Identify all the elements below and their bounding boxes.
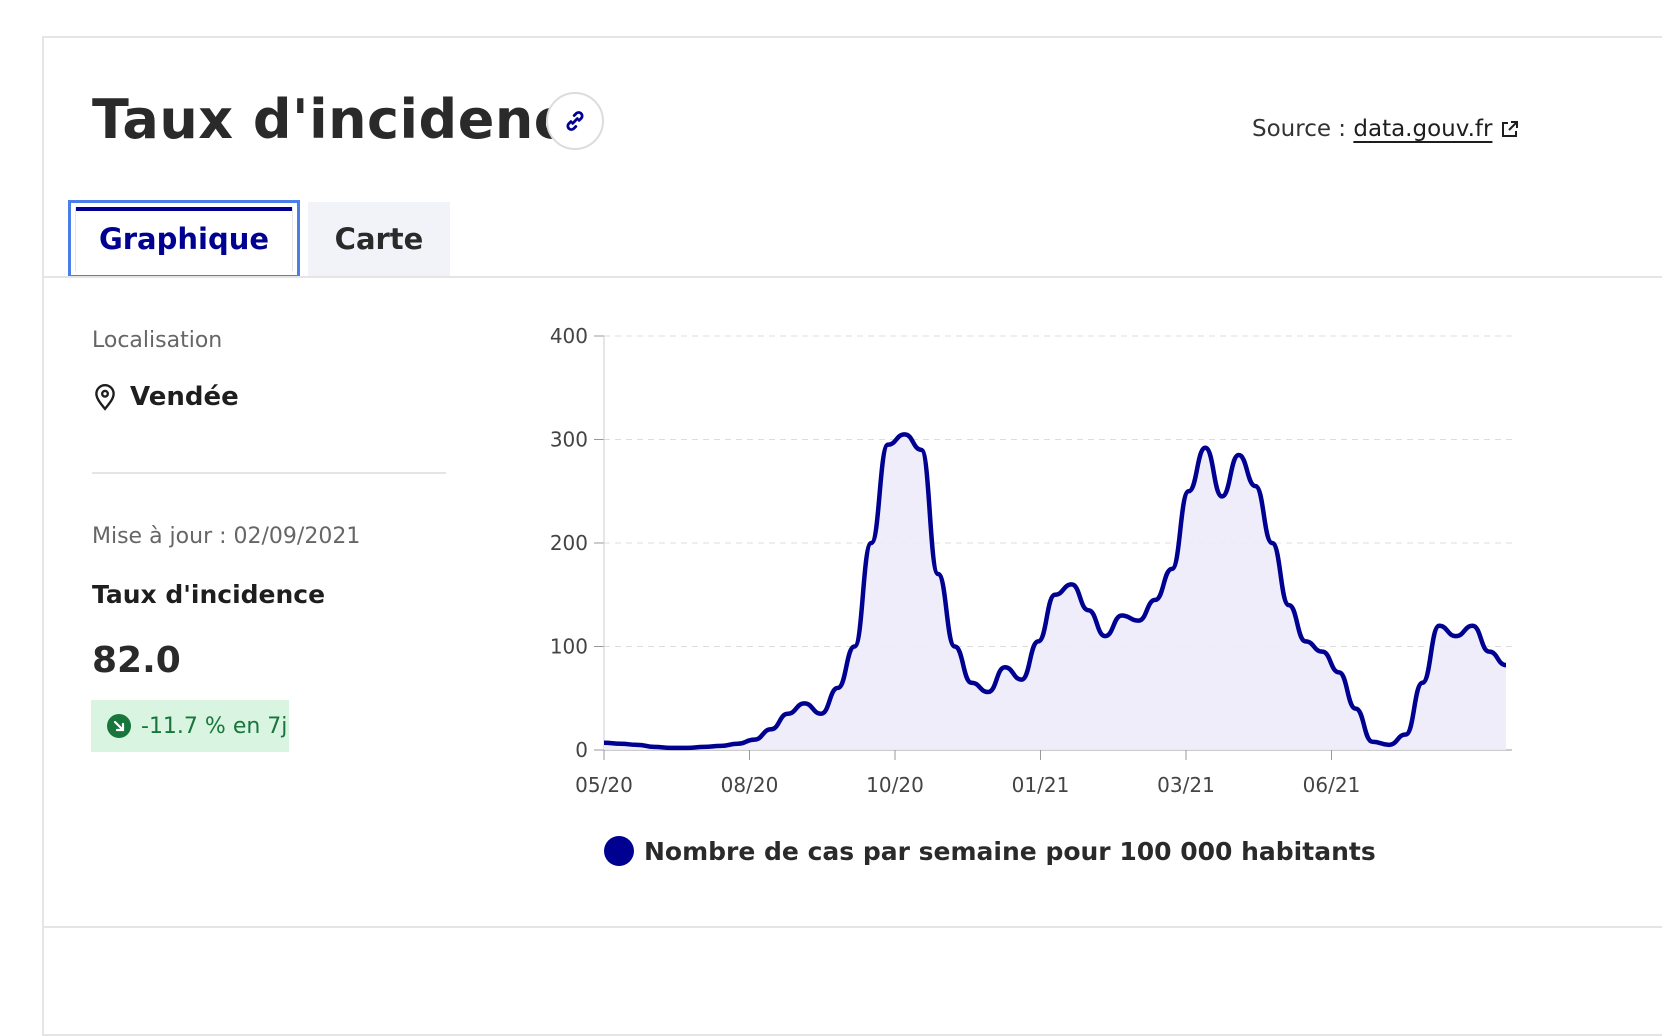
data-point[interactable] (1050, 590, 1060, 600)
data-point[interactable] (1134, 616, 1144, 626)
x-tick-label: 03/21 (1157, 773, 1215, 797)
data-point[interactable] (816, 709, 826, 719)
data-point[interactable] (1234, 450, 1244, 460)
card-bottom-divider (44, 926, 1662, 928)
tab-divider (44, 276, 1662, 278)
data-point[interactable] (1150, 595, 1160, 605)
data-point[interactable] (716, 741, 726, 751)
data-point[interactable] (733, 739, 743, 749)
data-point[interactable] (749, 735, 759, 745)
data-point[interactable] (1083, 605, 1093, 615)
data-point[interactable] (1267, 538, 1277, 548)
tab-carte[interactable]: Carte (308, 202, 450, 276)
x-tick-label: 06/21 (1303, 773, 1361, 797)
data-point[interactable] (1284, 600, 1294, 610)
data-point[interactable] (933, 569, 943, 579)
data-point[interactable] (1351, 704, 1361, 714)
data-point[interactable] (616, 739, 626, 749)
page-title: Taux d'incidence (92, 88, 604, 151)
data-point[interactable] (1100, 631, 1110, 641)
metric-value: 82.0 (92, 640, 181, 681)
data-point[interactable] (900, 429, 910, 439)
source: Source : data.gouv.fr (1252, 116, 1520, 142)
sidebar-divider (92, 472, 446, 474)
y-tick-label: 400 (550, 324, 588, 348)
data-point[interactable] (1417, 678, 1427, 688)
data-point[interactable] (1250, 481, 1260, 491)
data-point[interactable] (1033, 636, 1043, 646)
trend-text: -11.7 % en 7j (141, 713, 288, 739)
localisation-label: Localisation (92, 328, 223, 353)
arrow-down-right-icon (107, 714, 131, 738)
source-prefix: Source : (1252, 116, 1354, 142)
data-point[interactable] (1484, 647, 1494, 657)
data-point[interactable] (866, 538, 876, 548)
data-point[interactable] (1217, 491, 1227, 501)
map-pin-icon (95, 383, 115, 411)
data-point[interactable] (1117, 610, 1127, 620)
x-tick-label: 01/21 (1012, 773, 1070, 797)
data-point[interactable] (1301, 636, 1311, 646)
location-name: Vendée (130, 382, 239, 412)
incidence-chart: 0 100 200 300 400 05/20 08/20 10/20 01/21 03/21 06… (550, 324, 1512, 797)
external-link-icon (1502, 121, 1519, 137)
data-point[interactable] (783, 709, 793, 719)
data-point[interactable] (1317, 647, 1327, 657)
update-date: Mise à jour : 02/09/2021 (92, 524, 361, 549)
data-point[interactable] (1000, 662, 1010, 672)
data-point[interactable] (1434, 621, 1444, 631)
series-area (604, 434, 1506, 750)
tab-carte-label: Carte (334, 222, 424, 256)
data-point[interactable] (699, 742, 709, 752)
data-point[interactable] (632, 740, 642, 750)
legend-dot-icon (604, 836, 634, 866)
data-point[interactable] (966, 678, 976, 688)
legend-label: Nombre de cas par semaine pour 100 000 h… (644, 836, 1376, 866)
y-tick-label: 100 (550, 635, 588, 659)
data-point[interactable] (1401, 729, 1411, 739)
location-selector[interactable]: Vendée (92, 382, 239, 412)
data-point[interactable] (1468, 621, 1478, 631)
series-line (603, 432, 1507, 751)
metric-label: Taux d'incidence (92, 580, 326, 609)
y-tick-label: 0 (575, 738, 588, 762)
trend-badge: -11.7 % en 7j (91, 700, 289, 752)
data-point[interactable] (1501, 660, 1511, 670)
tab-graphique-label: Graphique (98, 222, 270, 256)
data-point[interactable] (666, 743, 676, 753)
source-link[interactable]: data.gouv.fr (1353, 116, 1520, 142)
chart-legend[interactable]: Nombre de cas par semaine pour 100 000 h… (604, 836, 1376, 866)
data-point[interactable] (799, 698, 809, 708)
data-point[interactable] (1184, 486, 1194, 496)
data-point[interactable] (883, 440, 893, 450)
incidence-card: Taux d'incidence Source : data.gouv.fr G… (42, 36, 1662, 1036)
data-point[interactable] (833, 683, 843, 693)
data-point[interactable] (916, 445, 926, 455)
data-point[interactable] (1451, 631, 1461, 641)
data-point[interactable] (850, 642, 860, 652)
data-point[interactable] (1200, 443, 1210, 453)
copy-link-button[interactable] (546, 92, 604, 150)
tab-graphique[interactable]: Graphique (68, 200, 300, 278)
x-tick-label: 08/20 (721, 773, 779, 797)
data-point[interactable] (1167, 564, 1177, 574)
data-point[interactable] (649, 742, 659, 752)
data-point[interactable] (683, 743, 693, 753)
y-tick-label: 200 (550, 531, 588, 555)
link-icon (566, 111, 584, 131)
data-point[interactable] (950, 642, 960, 652)
x-tick-label: 05/20 (575, 773, 633, 797)
data-point[interactable] (599, 738, 609, 748)
data-point[interactable] (983, 687, 993, 697)
data-point[interactable] (1384, 740, 1394, 750)
data-point[interactable] (1367, 737, 1377, 747)
data-point[interactable] (1067, 579, 1077, 589)
source-link-text: data.gouv.fr (1353, 116, 1493, 142)
x-tick-label: 10/20 (866, 773, 924, 797)
data-point[interactable] (1017, 675, 1027, 685)
y-tick-label: 300 (550, 428, 588, 452)
data-point[interactable] (766, 724, 776, 734)
data-point[interactable] (1334, 667, 1344, 677)
